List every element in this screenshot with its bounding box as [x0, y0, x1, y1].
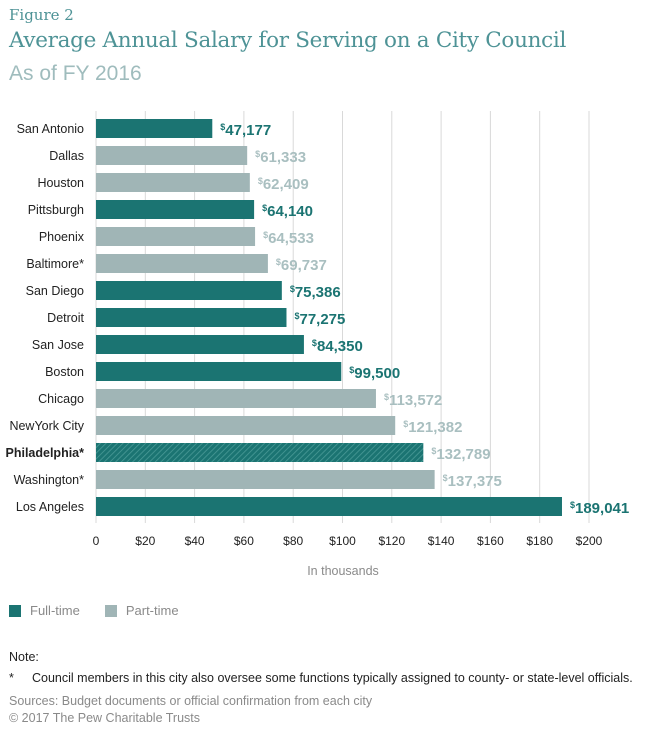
value-label: $64,533: [263, 230, 314, 247]
value-label: $61,333: [255, 149, 306, 166]
x-tick-label: 0: [93, 534, 100, 548]
value-label: $75,386: [290, 284, 341, 301]
legend-label-full-time: Full-time: [30, 603, 80, 618]
value-label: $99,500: [349, 365, 400, 382]
bar-san-diego: [96, 281, 282, 300]
bar-washington: [96, 470, 435, 489]
bar-pittsburgh: [96, 200, 255, 219]
legend-label-part-time: Part-time: [125, 603, 179, 618]
x-tick-label: $40: [185, 534, 205, 548]
value-label: $132,789: [431, 446, 490, 463]
value-label: $137,375: [443, 473, 502, 490]
value-label: $64,140: [262, 203, 313, 220]
full-time-swatch: [9, 604, 21, 617]
bar-baltimore: [96, 254, 268, 273]
part-time-swatch: [104, 604, 117, 617]
bar-philadelphia: [96, 443, 424, 462]
x-tick-label: $140: [428, 534, 455, 548]
category-labels: San Antonio Dallas Houston Pittsburgh Phoeni…: [6, 122, 85, 514]
x-tick-label: $120: [378, 534, 405, 548]
category-label: San Diego: [26, 284, 84, 298]
bar-los-angeles: [96, 497, 562, 516]
value-labels: $47,177 $61,333 $62,409 $64,140 $64,533 $69,7…: [220, 122, 629, 517]
bar-detroit: [96, 308, 287, 327]
footnote-text: Council members in this city also overse…: [32, 671, 633, 685]
category-label: Baltimore*: [26, 257, 84, 271]
bar-san-jose: [96, 335, 304, 354]
x-tick-label: $20: [135, 534, 155, 548]
copyright: © 2017 The Pew Charitable Trusts: [9, 711, 201, 725]
chart-title: Average Annual Salary for Serving on a C…: [9, 28, 567, 53]
sources: Sources: Budget documents or official co…: [9, 694, 373, 708]
x-axis-label: In thousands: [307, 564, 379, 578]
category-label: Pittsburgh: [28, 203, 84, 217]
x-tick-label: $60: [234, 534, 254, 548]
chart-subtitle: As of FY 2016: [9, 62, 142, 85]
category-label: Los Angeles: [16, 500, 84, 514]
x-tick-label: $160: [477, 534, 504, 548]
value-label: $69,737: [276, 257, 327, 274]
value-label: $84,350: [312, 338, 363, 355]
x-tick-label: $80: [283, 534, 303, 548]
category-label: San Jose: [32, 338, 84, 352]
category-label: Detroit: [47, 311, 84, 325]
legend-item-part-time: Part-time: [104, 603, 179, 618]
category-label: Philadelphia*: [6, 446, 85, 460]
legend-item-full-time: Full-time: [9, 603, 80, 618]
category-label: San Antonio: [17, 122, 84, 136]
bars: [96, 119, 562, 516]
x-tick-label: $200: [576, 534, 603, 548]
figure-label: Figure 2: [9, 6, 74, 24]
category-label: Washington*: [14, 473, 85, 487]
bar-dallas: [96, 146, 248, 165]
note-footnote: * Council members in this city also over…: [9, 671, 633, 685]
value-label: $189,041: [570, 500, 629, 517]
bar-newyork-city: [96, 416, 396, 435]
note-heading: Note:: [9, 650, 39, 664]
bar-boston: [96, 362, 342, 381]
category-label: Chicago: [38, 392, 84, 406]
x-axis-ticks: 0 $20 $40 $60 $80 $100 $120 $140 $160 $180 $200: [93, 534, 603, 548]
x-tick-label: $180: [526, 534, 553, 548]
value-label: $121,382: [403, 419, 462, 436]
value-label: $77,275: [294, 311, 345, 328]
category-label: Boston: [45, 365, 84, 379]
bar-houston: [96, 173, 250, 192]
bar-chicago: [96, 389, 376, 408]
legend: Full-time Part-time: [9, 603, 204, 618]
x-tick-label: $100: [329, 534, 356, 548]
value-label: $113,572: [384, 392, 442, 409]
category-label: Phoenix: [39, 230, 85, 244]
category-label: Dallas: [49, 149, 84, 163]
footnote-marker: *: [9, 671, 14, 685]
category-label: Houston: [37, 176, 84, 190]
category-label: NewYork City: [9, 419, 84, 433]
value-label: $62,409: [258, 176, 309, 193]
bar-phoenix: [96, 227, 256, 246]
value-label: $47,177: [220, 122, 271, 139]
bar-san-antonio: [96, 119, 213, 138]
bar-chart: San Antonio Dallas Houston Pittsburgh Phoeni…: [6, 111, 629, 578]
